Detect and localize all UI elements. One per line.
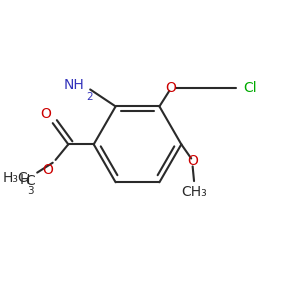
Text: C: C bbox=[25, 173, 35, 188]
Text: NH: NH bbox=[64, 78, 85, 92]
Text: O: O bbox=[42, 163, 53, 177]
Text: H: H bbox=[20, 173, 30, 187]
Text: O: O bbox=[165, 81, 176, 95]
Text: CH₃: CH₃ bbox=[181, 185, 207, 199]
Text: O: O bbox=[187, 154, 198, 168]
Text: Cl: Cl bbox=[243, 81, 256, 95]
Text: O: O bbox=[40, 107, 51, 121]
Text: 2: 2 bbox=[86, 92, 93, 102]
Text: H₃C: H₃C bbox=[3, 171, 29, 185]
Text: 3: 3 bbox=[27, 186, 34, 196]
